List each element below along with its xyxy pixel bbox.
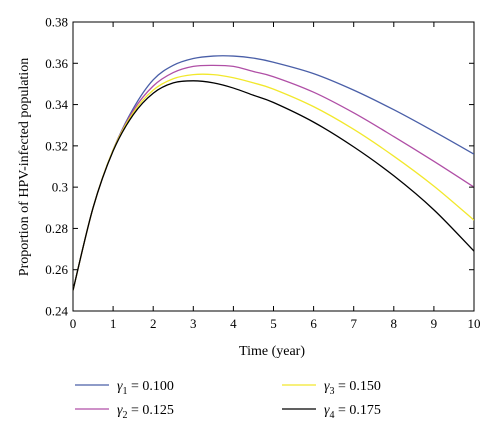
x-tick-label: 1 [110,316,117,331]
x-tick-label: 10 [468,316,481,331]
x-tick-label: 3 [190,316,197,331]
y-tick-label: 0.3 [52,180,68,195]
y-tick-label: 0.24 [45,304,68,319]
series-line-gamma-1 [73,55,474,291]
y-tick-label: 0.26 [45,262,68,277]
plot-frame [72,21,475,312]
x-tick-label: 8 [391,316,398,331]
x-tick-label: 6 [310,316,317,331]
series-lines [73,55,474,291]
x-tick-label: 2 [150,316,157,331]
legend: γ1 = 0.100 γ2 = 0.125 γ3 = 0.150 γ4 = 0.175 [75,379,381,421]
y-axis-title: Proportion of HPV-infected population [17,58,32,276]
x-tick-label: 9 [431,316,438,331]
legend-label-gamma-3: γ3 = 0.150 [324,379,381,397]
x-axis-title: Time (year) [239,344,305,359]
series-line-gamma-3 [73,73,474,291]
x-tick-label: 5 [270,316,277,331]
y-tick-label: 0.38 [45,15,68,30]
legend-label-gamma-4: γ4 = 0.175 [324,403,381,421]
plot-area [72,21,475,312]
axis-ticks: 0 1 2 3 4 5 6 7 8 9 10 0.24 0.26 0.28 0.3 0.32 0.34 0.36 0… [45,15,480,332]
legend-label-gamma-1: γ1 = 0.100 [117,379,174,397]
x-tick-label: 0 [70,316,77,331]
legend-label-gamma-2: γ2 = 0.125 [117,403,174,421]
y-tick-label: 0.36 [45,56,68,71]
y-tick-label: 0.28 [45,221,68,236]
x-tick-label: 4 [230,316,237,331]
y-tick-label: 0.34 [45,97,68,112]
y-tick-label: 0.32 [45,138,68,153]
x-tick-label: 7 [350,316,357,331]
series-line-gamma-4 [73,80,474,291]
series-line-gamma-2 [73,64,474,291]
